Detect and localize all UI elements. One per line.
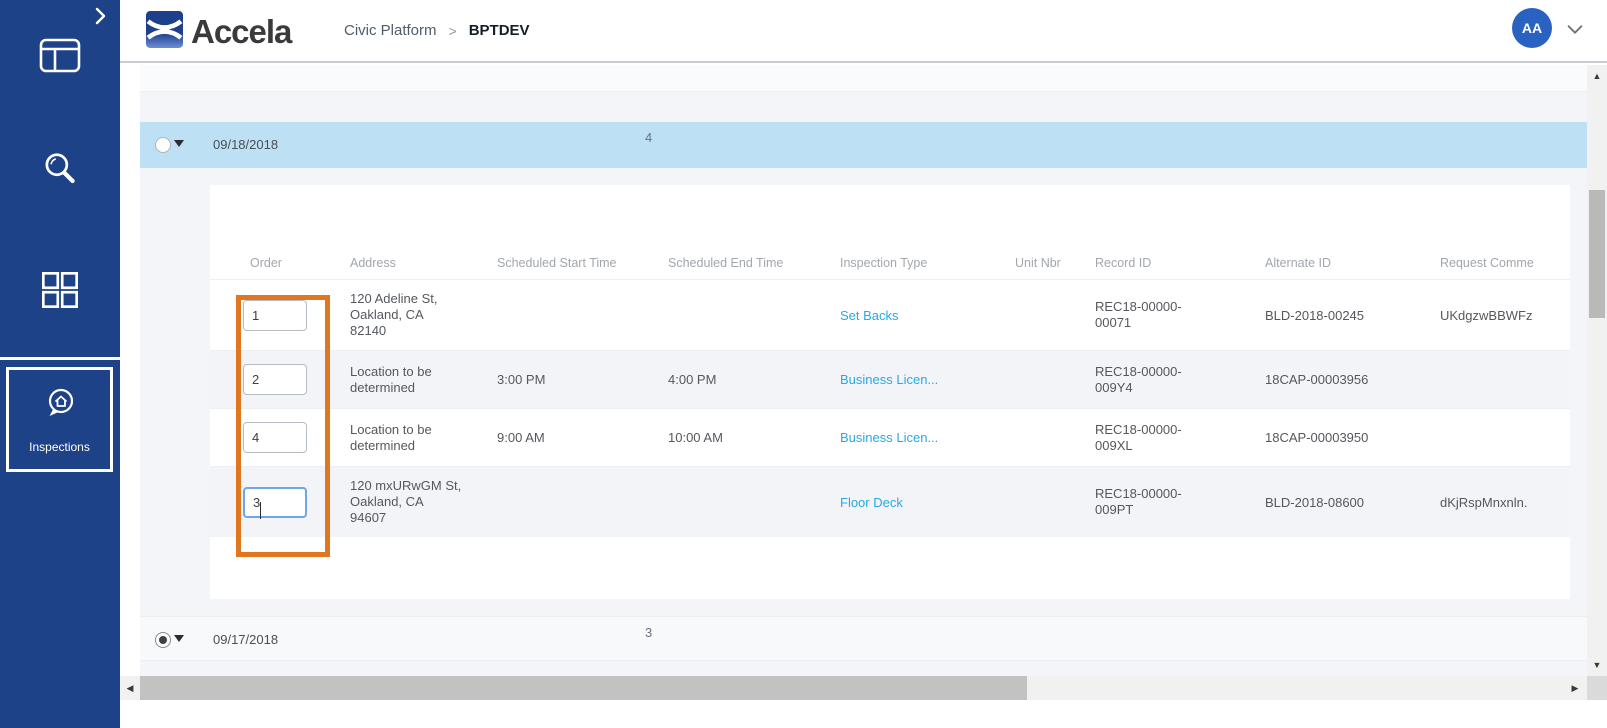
group-count-badge: 3 (645, 625, 653, 640)
cell-record-id: REC18-00000-009XL (1095, 421, 1182, 453)
cell-request-comment: UKdgzwBBWFz (1440, 307, 1533, 323)
column-header-request-comments[interactable]: Request Comme (1440, 256, 1534, 270)
text-cursor (260, 501, 261, 519)
top-header: Accela Civic Platform > BPTDEV AA (120, 0, 1607, 63)
accela-logo-mark-icon (146, 11, 183, 53)
group-expand-caret-icon[interactable] (174, 635, 184, 642)
column-header-unit-nbr[interactable]: Unit Nbr (1015, 256, 1061, 270)
order-input[interactable] (243, 299, 307, 331)
scroll-left-arrow-icon[interactable]: ◀ (126, 683, 134, 693)
group-radio-selected[interactable] (155, 632, 171, 648)
breadcrumb: Civic Platform > BPTDEV (344, 22, 530, 39)
scrollbar-corner (1587, 676, 1607, 700)
cell-address: 120 mxURwGM St, Oakland, CA 94607 (350, 478, 462, 525)
user-menu-chevron-down-icon[interactable] (1564, 18, 1586, 40)
vertical-scrollbar-thumb[interactable] (1589, 190, 1605, 318)
apps-grid-icon (40, 270, 80, 315)
sidebar-separator (0, 357, 120, 360)
scroll-right-arrow-icon[interactable]: ▶ (1571, 683, 1579, 693)
sidebar-item-search[interactable] (0, 142, 120, 202)
column-header-inspection-type[interactable]: Inspection Type (840, 256, 928, 270)
sidebar-expand-chevron-icon[interactable] (88, 4, 112, 28)
sidebar-inspections-label: Inspections (29, 440, 90, 454)
sidebar-item-apps[interactable] (0, 262, 120, 322)
cell-alternate-id: 18CAP-00003950 (1265, 430, 1369, 445)
cell-alternate-id: BLD-2018-00245 (1265, 307, 1365, 323)
user-avatar[interactable]: AA (1512, 8, 1552, 48)
group-count-badge: 4 (645, 130, 653, 145)
cell-record-id: REC18-00000-009PT (1095, 486, 1182, 517)
inspections-list-area: 09/18/2018 4 Order Address Scheduled Sta… (120, 65, 1607, 676)
cell-address: Location to be determined (350, 363, 432, 395)
cell-address: Location to be determined (350, 421, 432, 453)
accela-logo-text: Accela (191, 13, 292, 50)
column-header-alternate-id[interactable]: Alternate ID (1265, 256, 1332, 270)
inspection-type-link[interactable]: Business Licen... (840, 372, 939, 387)
cell-record-id: REC18-00000-00071 (1095, 299, 1182, 330)
order-input-focused[interactable] (243, 486, 307, 518)
column-header-address[interactable]: Address (350, 256, 396, 270)
breadcrumb-environment: BPTDEV (468, 22, 530, 39)
inspections-icon (38, 385, 82, 430)
scrolled-row-remnant (140, 65, 1587, 92)
breadcrumb-civic-platform[interactable]: Civic Platform (344, 22, 437, 39)
scroll-up-arrow-icon[interactable]: ▲ (1592, 71, 1602, 81)
column-header-scheduled-start[interactable]: Scheduled Start Time (497, 256, 617, 270)
group-date-label: 09/17/2018 (213, 632, 279, 647)
table-row: 120 mxURwGM St, Oakland, CA 94607 Floor … (210, 466, 1570, 537)
sidebar: Inspections (0, 0, 120, 728)
scroll-down-arrow-icon[interactable]: ▼ (1592, 660, 1602, 670)
group-collapse-caret-icon[interactable] (174, 140, 184, 147)
inspections-table-panel: Order Address Scheduled Start Time Sched… (210, 185, 1570, 599)
horizontal-scrollbar-thumb[interactable] (140, 676, 1027, 700)
order-input[interactable] (243, 364, 307, 395)
cell-scheduled-end: 10:00 AM (668, 430, 723, 445)
inspection-type-link[interactable]: Set Backs (840, 307, 899, 323)
column-header-scheduled-end[interactable]: Scheduled End Time (668, 256, 784, 270)
table-row: Location to be determined 9:00 AM 10:00 … (210, 408, 1570, 466)
date-group-row-0918[interactable]: 09/18/2018 4 (140, 122, 1587, 168)
inspection-type-link[interactable]: Floor Deck (840, 494, 903, 510)
cell-record-id: REC18-00000-009Y4 (1095, 363, 1182, 395)
group-radio-unselected[interactable] (155, 137, 171, 153)
order-input[interactable] (243, 422, 307, 453)
breadcrumb-separator: > (448, 22, 457, 39)
cell-address: 120 Adeline St, Oakland, CA 82140 (350, 291, 438, 338)
sidebar-item-inspections[interactable]: Inspections (6, 367, 113, 472)
group-date-label: 09/18/2018 (213, 137, 279, 152)
accela-logo: Accela (146, 11, 292, 53)
horizontal-scrollbar[interactable]: ◀ ▶ (120, 676, 1587, 700)
layout-panel-icon (38, 36, 82, 81)
cell-scheduled-start: 3:00 PM (497, 372, 546, 387)
cell-alternate-id: 18CAP-00003956 (1265, 372, 1369, 387)
date-group-row-0917[interactable]: 09/17/2018 3 (140, 616, 1587, 661)
content-left-gutter (120, 65, 140, 676)
table-header-row: Order Address Scheduled Start Time Sched… (210, 247, 1570, 279)
column-header-order[interactable]: Order (250, 256, 282, 270)
vertical-scrollbar[interactable]: ▲ ▼ (1587, 65, 1607, 676)
cell-alternate-id: BLD-2018-08600 (1265, 494, 1365, 510)
inspection-type-link[interactable]: Business Licen... (840, 430, 939, 445)
cell-scheduled-start: 9:00 AM (497, 430, 545, 445)
table-row: 120 Adeline St, Oakland, CA 82140 Set Ba… (210, 279, 1570, 350)
cell-scheduled-end: 4:00 PM (668, 372, 717, 387)
sidebar-item-workspace[interactable] (0, 28, 120, 88)
table-row: Location to be determined 3:00 PM 4:00 P… (210, 350, 1570, 408)
column-header-record-id[interactable]: Record ID (1095, 256, 1152, 270)
cell-request-comment: dKjRspMnxnln. (1440, 494, 1528, 510)
search-icon (39, 149, 81, 196)
